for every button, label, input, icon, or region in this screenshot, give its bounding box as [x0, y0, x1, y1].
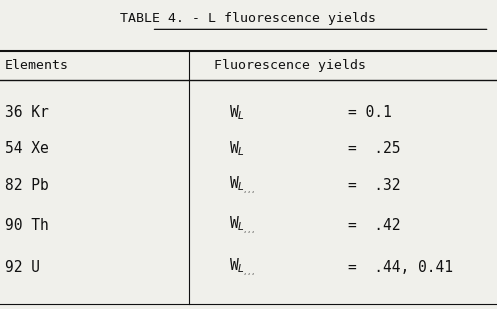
- Text: Elements: Elements: [5, 59, 69, 72]
- Text: =  .44, 0.41: = .44, 0.41: [348, 260, 453, 275]
- Text: Fluorescence yields: Fluorescence yields: [214, 59, 366, 72]
- Text: 92 U: 92 U: [5, 260, 40, 275]
- Text: W$_{L}$: W$_{L}$: [229, 104, 245, 122]
- Text: =  .42: = .42: [348, 218, 401, 233]
- Text: =  .32: = .32: [348, 178, 401, 193]
- Text: W$_{L_{,,,}}$: W$_{L_{,,,}}$: [229, 256, 254, 278]
- Text: =  .25: = .25: [348, 141, 401, 156]
- Text: 36 Kr: 36 Kr: [5, 105, 49, 120]
- Text: W$_{L}$: W$_{L}$: [229, 139, 245, 158]
- Text: W$_{L_{,,,}}$: W$_{L_{,,,}}$: [229, 215, 254, 236]
- Text: TABLE 4. - L fluorescence yields: TABLE 4. - L fluorescence yields: [120, 12, 377, 25]
- Text: = 0.1: = 0.1: [348, 105, 392, 120]
- Text: 82 Pb: 82 Pb: [5, 178, 49, 193]
- Text: 90 Th: 90 Th: [5, 218, 49, 233]
- Text: W$_{L_{,,,}}$: W$_{L_{,,,}}$: [229, 175, 254, 196]
- Text: 54 Xe: 54 Xe: [5, 141, 49, 156]
